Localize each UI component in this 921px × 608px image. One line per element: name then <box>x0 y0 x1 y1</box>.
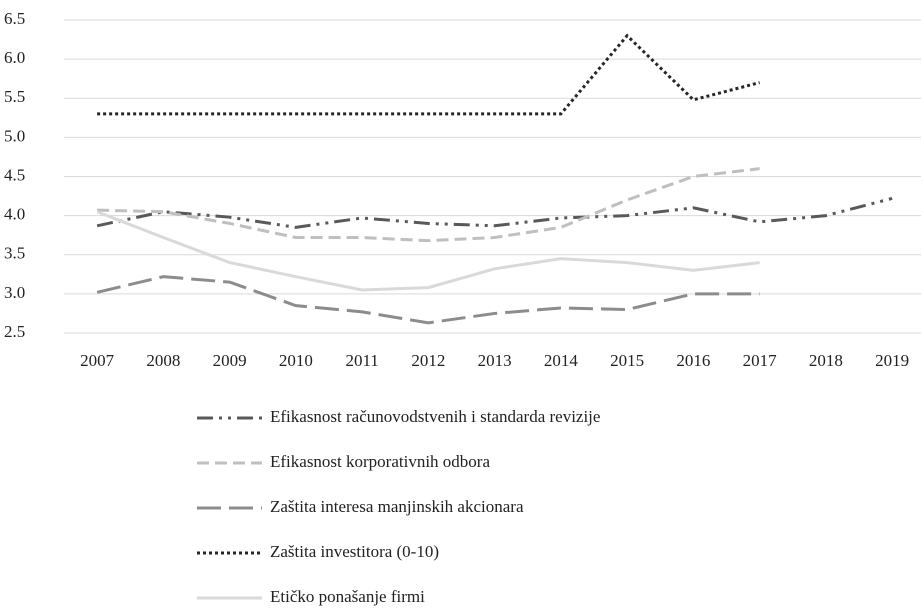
x-tick-label: 2014 <box>544 351 579 370</box>
y-tick-label: 6.5 <box>4 9 25 28</box>
x-tick-label: 2016 <box>676 351 710 370</box>
x-tick-label: 2008 <box>146 351 180 370</box>
y-tick-label: 3.5 <box>4 244 25 263</box>
y-tick-label: 2.5 <box>4 322 25 341</box>
series-line <box>96 196 893 229</box>
series-line <box>96 275 760 325</box>
legend-label: Zaštita interesa manjinskih akcionara <box>270 497 524 516</box>
legend-label: Efikasnost korporativnih odbora <box>270 452 490 471</box>
series-line <box>97 33 761 116</box>
x-tick-label: 2009 <box>213 351 247 370</box>
x-tick-label: 2010 <box>279 351 313 370</box>
y-tick-label: 4.0 <box>4 205 25 224</box>
y-tick-label: 5.0 <box>4 126 25 145</box>
x-tick-label: 2012 <box>411 351 445 370</box>
x-tick-label: 2013 <box>478 351 512 370</box>
y-tick-label: 5.5 <box>4 87 25 106</box>
x-tick-label: 2007 <box>80 351 115 370</box>
x-tick-label: 2019 <box>875 351 909 370</box>
x-tick-label: 2015 <box>610 351 644 370</box>
series-line <box>97 167 760 243</box>
legend-label: Efikasnost računovodstvenih i standarda … <box>270 407 600 426</box>
y-tick-label: 3.0 <box>4 283 25 302</box>
legend-label: Etičko ponašanje firmi <box>270 587 425 606</box>
y-tick-label: 4.5 <box>4 165 25 184</box>
y-tick-label: 6.0 <box>4 48 25 67</box>
x-tick-label: 2018 <box>809 351 843 370</box>
series-line <box>96 210 760 292</box>
x-tick-label: 2017 <box>743 351 778 370</box>
x-tick-label: 2011 <box>345 351 378 370</box>
legend-label: Zaštita investitora (0-10) <box>270 542 439 561</box>
